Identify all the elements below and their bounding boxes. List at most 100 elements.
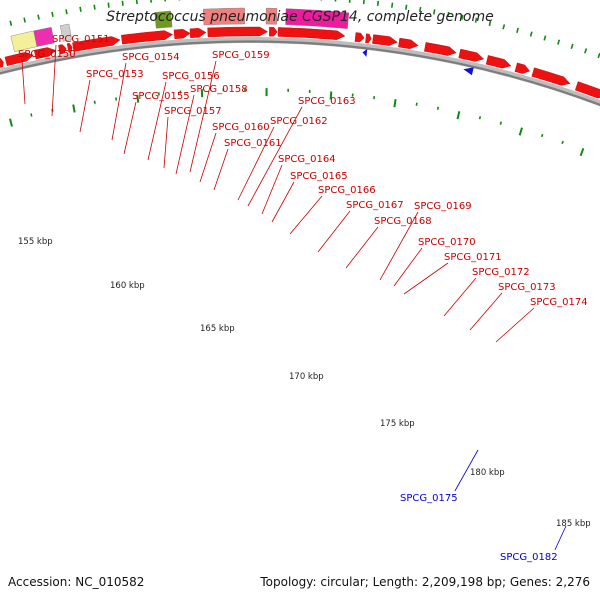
genome-summary-text: Topology: circular; Length: 2,209,198 bp… [260, 575, 590, 589]
gene-label[interactable]: SPCG_0153 [86, 69, 144, 80]
scale-tick [376, 0, 380, 6]
label-leader-line [163, 116, 169, 169]
tick-label: 185 kbp [556, 519, 591, 529]
gene-arrow [458, 48, 485, 62]
gene-arrow [424, 42, 457, 56]
tick-label: 155 kbp [18, 237, 53, 247]
scale-tick [579, 147, 585, 157]
scale-tick [348, 0, 351, 3]
label-leader-line [443, 277, 477, 317]
gene-label[interactable]: SPCG_0156 [162, 71, 220, 82]
label-leader-line [261, 164, 283, 215]
label-leader-line [345, 226, 379, 269]
cog-block [265, 7, 278, 25]
gene-label[interactable]: SPCG_0161 [224, 138, 282, 149]
gene-label[interactable]: SPCG_0162 [270, 116, 328, 127]
scale-tick [65, 9, 68, 15]
scale-tick [121, 0, 124, 6]
label-leader-line [199, 132, 217, 183]
label-leader-line [289, 195, 323, 235]
gene-arrow [574, 81, 600, 99]
accession-text: Accession: NC_010582 [8, 575, 145, 589]
gene-label[interactable]: SPCG_0163 [298, 96, 356, 107]
gene-label[interactable]: SPCG_0182 [500, 552, 558, 563]
label-leader-line [147, 81, 167, 161]
map-title: Streptococcus pneumoniae CGSP14, complet… [106, 9, 494, 25]
gene-label[interactable]: SPCG_0173 [498, 282, 556, 293]
gene-label[interactable]: SPCG_0169 [414, 201, 472, 212]
scale-tick [478, 116, 482, 120]
scale-tick [136, 94, 140, 103]
tick-label: 165 kbp [200, 324, 235, 334]
scale-tick [9, 20, 13, 26]
label-leader-line [469, 292, 503, 331]
scale-tick [37, 14, 40, 20]
gene-label[interactable]: SPCG_0158 [190, 84, 248, 95]
gene-label[interactable]: SPCG_0168 [374, 216, 432, 227]
label-leader-line [454, 449, 479, 492]
gene-label[interactable]: SPCG_0164 [278, 154, 336, 165]
scale-tick [393, 99, 397, 108]
scale-tick [561, 140, 564, 145]
gene-label[interactable]: SPCG_0175 [400, 493, 458, 504]
scale-tick [433, 9, 436, 15]
scale-tick [456, 111, 461, 120]
gene-label[interactable]: SPCG_0154 [122, 52, 180, 63]
label-leader-line [495, 307, 535, 343]
tick-label: 175 kbp [380, 419, 415, 429]
gene-arrow [66, 42, 73, 53]
scale-tick [51, 11, 54, 17]
scale-tick [518, 127, 523, 136]
gene-label[interactable]: SPCG_0167 [346, 200, 404, 211]
gene-label[interactable]: SPCG_0165 [290, 171, 348, 182]
gene-label[interactable]: SPCG_0157 [164, 106, 222, 117]
gene-arrow [269, 26, 278, 37]
gene-arrow [398, 37, 419, 50]
gene-label[interactable]: SPCG_0160 [212, 122, 270, 133]
gene-arrow [72, 36, 121, 52]
scale-tick [516, 27, 519, 34]
label-leader-line [237, 126, 275, 201]
gene-label[interactable]: SPCG_0151 [52, 34, 110, 45]
scale-tick [557, 39, 561, 45]
label-leader-line [393, 247, 423, 287]
gene-label[interactable]: SPCG_0166 [318, 185, 376, 196]
gene-label[interactable]: SPCG_0155 [132, 91, 190, 102]
label-leader-line [271, 181, 295, 223]
tick-label: 170 kbp [289, 372, 324, 382]
gene-label[interactable]: SPCG_0171 [444, 252, 502, 263]
cog-block [59, 23, 73, 42]
gene-label[interactable]: SPCG_0170 [418, 237, 476, 248]
scale-ticks [9, 0, 600, 157]
gene-arrow [207, 26, 269, 38]
gene-arrow-reverse [362, 48, 368, 57]
forward-strand-genes [0, 26, 600, 99]
gene-label[interactable]: SPCG_0172 [472, 267, 530, 278]
scale-tick [23, 17, 26, 23]
gene-arrow [531, 67, 571, 86]
gene-arrow [514, 62, 531, 74]
label-leader-line [403, 262, 449, 295]
gene-labels: SPCG_0150 SPCG_0151 SPCG_0153 SPCG_0154 SPCG… [18, 34, 588, 563]
label-leader-line [379, 211, 419, 281]
scale-tick [543, 35, 547, 41]
gene-label[interactable]: SPCG_0159 [212, 50, 270, 61]
gene-arrow [4, 52, 34, 67]
scale-tick [79, 6, 82, 12]
cog-block [154, 10, 173, 29]
scale-tick [529, 31, 533, 37]
scale-tick [72, 104, 76, 113]
gene-arrow [485, 55, 512, 69]
scale-tick [329, 91, 333, 100]
gene-arrow [121, 30, 174, 45]
scale-tick [415, 102, 418, 106]
scale-tick [474, 17, 478, 23]
gene-label[interactable]: SPCG_0150 [18, 49, 76, 60]
gene-label[interactable]: SPCG_0174 [530, 297, 588, 308]
scale-tick [93, 100, 96, 104]
scale-tick [30, 113, 33, 117]
cog-block [285, 8, 350, 29]
gene-arrow [277, 27, 346, 40]
scale-tick [391, 2, 394, 8]
scale-tick [135, 0, 138, 5]
